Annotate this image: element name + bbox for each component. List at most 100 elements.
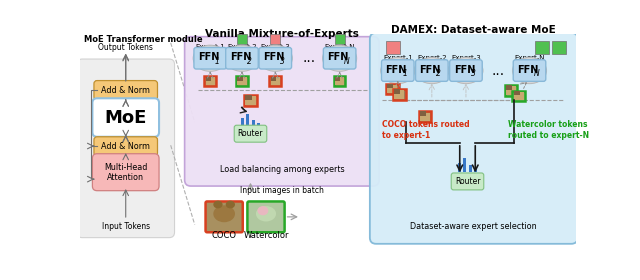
Bar: [386, 41, 400, 54]
FancyBboxPatch shape: [450, 60, 482, 81]
Ellipse shape: [256, 206, 276, 221]
Text: N: N: [344, 57, 349, 66]
Ellipse shape: [257, 206, 268, 215]
Bar: [269, 76, 281, 86]
Bar: [335, 77, 340, 81]
Text: Watercolor: Watercolor: [243, 231, 289, 240]
Text: ...: ...: [303, 51, 316, 65]
FancyBboxPatch shape: [451, 173, 484, 190]
Bar: [205, 77, 211, 81]
Text: Expert-2: Expert-2: [417, 55, 447, 61]
FancyBboxPatch shape: [94, 137, 157, 156]
Bar: [552, 41, 566, 54]
Text: Add & Norm: Add & Norm: [101, 142, 150, 151]
Text: 1: 1: [403, 69, 407, 78]
Text: 2: 2: [436, 69, 441, 78]
Text: COCO: COCO: [212, 231, 237, 240]
Bar: [237, 78, 246, 85]
Bar: [468, 165, 472, 172]
Text: FFN: FFN: [517, 65, 539, 75]
FancyBboxPatch shape: [381, 60, 414, 81]
Ellipse shape: [213, 205, 235, 222]
Bar: [474, 167, 477, 172]
Ellipse shape: [226, 201, 235, 208]
Text: Expert-3: Expert-3: [451, 55, 481, 61]
Bar: [241, 118, 244, 128]
Bar: [535, 41, 549, 54]
Bar: [335, 34, 345, 44]
Bar: [420, 111, 426, 116]
Text: FFN: FFN: [328, 52, 349, 62]
Bar: [505, 85, 517, 96]
Text: Input images in batch: Input images in batch: [239, 186, 323, 195]
Bar: [514, 92, 524, 100]
Bar: [236, 76, 248, 86]
FancyBboxPatch shape: [184, 37, 379, 186]
Text: COCO tokens routed
to expert-1: COCO tokens routed to expert-1: [382, 120, 470, 139]
Bar: [252, 120, 255, 128]
Bar: [205, 78, 215, 85]
Text: MoE: MoE: [104, 109, 147, 127]
Ellipse shape: [193, 45, 227, 71]
Bar: [386, 84, 399, 94]
FancyBboxPatch shape: [415, 60, 448, 81]
FancyBboxPatch shape: [92, 154, 159, 191]
FancyBboxPatch shape: [513, 60, 546, 81]
Text: 3: 3: [280, 57, 285, 66]
Ellipse shape: [213, 201, 223, 208]
Bar: [506, 85, 512, 90]
Ellipse shape: [259, 45, 292, 71]
Text: Multi-Head
Attention: Multi-Head Attention: [104, 162, 147, 182]
Bar: [246, 96, 255, 105]
Ellipse shape: [513, 57, 547, 84]
Text: Expert-1: Expert-1: [383, 55, 413, 61]
FancyBboxPatch shape: [226, 47, 259, 69]
Text: Load balancing among experts: Load balancing among experts: [220, 165, 344, 174]
Text: Router: Router: [455, 177, 480, 186]
Text: Add & Norm: Add & Norm: [101, 86, 150, 95]
Text: MoE Transformer module: MoE Transformer module: [84, 35, 202, 44]
Bar: [237, 34, 247, 44]
Text: FFN: FFN: [198, 52, 220, 62]
Text: Expert-2: Expert-2: [227, 45, 257, 50]
Text: Expert-3: Expert-3: [260, 45, 290, 50]
FancyBboxPatch shape: [94, 81, 157, 100]
Ellipse shape: [415, 57, 449, 84]
Text: Dataset-aware expert selection: Dataset-aware expert selection: [410, 223, 537, 232]
FancyBboxPatch shape: [92, 98, 159, 137]
Text: FFN: FFN: [263, 52, 284, 62]
FancyBboxPatch shape: [234, 125, 267, 142]
Bar: [334, 76, 346, 86]
Text: Expert-N: Expert-N: [324, 45, 355, 50]
Bar: [513, 91, 525, 101]
FancyBboxPatch shape: [323, 47, 356, 69]
FancyBboxPatch shape: [259, 47, 292, 69]
Bar: [458, 163, 461, 172]
FancyBboxPatch shape: [370, 33, 577, 244]
Text: Input Tokens: Input Tokens: [102, 222, 150, 231]
Text: FFN: FFN: [454, 65, 475, 75]
Text: 1: 1: [215, 57, 220, 66]
Bar: [204, 76, 216, 86]
Text: Vanilla Mixture-of-Experts: Vanilla Mixture-of-Experts: [205, 29, 359, 39]
Bar: [335, 78, 344, 85]
Bar: [271, 78, 280, 85]
Bar: [270, 34, 280, 44]
Ellipse shape: [225, 45, 259, 71]
Bar: [463, 158, 467, 172]
Text: Expert-N: Expert-N: [515, 55, 545, 61]
Bar: [237, 77, 243, 81]
Bar: [257, 123, 260, 128]
Text: Router: Router: [237, 129, 263, 138]
Text: FFN: FFN: [230, 52, 251, 62]
Text: ...: ...: [491, 64, 504, 78]
FancyBboxPatch shape: [205, 202, 243, 232]
FancyBboxPatch shape: [194, 47, 227, 69]
Text: Watercolor tokens
routed to expert-N: Watercolor tokens routed to expert-N: [508, 120, 589, 139]
Bar: [514, 91, 520, 95]
Ellipse shape: [323, 45, 356, 71]
Bar: [393, 89, 406, 100]
Bar: [506, 86, 516, 95]
Bar: [246, 95, 252, 100]
Ellipse shape: [449, 57, 483, 84]
